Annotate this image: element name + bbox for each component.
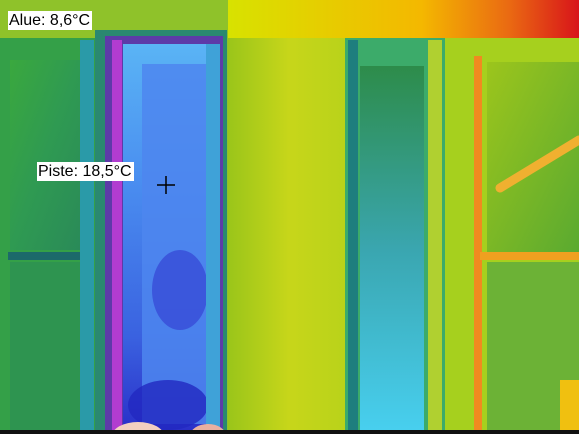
left-window-glass-lower bbox=[10, 262, 80, 434]
door-frame-magenta-edge bbox=[112, 40, 122, 434]
far-right-glass-upper bbox=[487, 62, 579, 252]
far-right-bottom bbox=[560, 380, 579, 434]
left-window-edge bbox=[80, 40, 94, 434]
spot-temperature-label: Piste: 18,5°C bbox=[37, 162, 134, 181]
orange-diagonal-bar bbox=[495, 135, 579, 193]
right-door-glass bbox=[360, 66, 424, 434]
area-temperature-label: Alue: 8,6°C bbox=[8, 11, 93, 30]
orange-stile bbox=[474, 56, 482, 434]
cold-spot-1 bbox=[152, 250, 208, 330]
wall-column bbox=[228, 0, 350, 434]
left-window-glass-upper bbox=[10, 60, 80, 250]
top-hot-zone bbox=[228, 0, 579, 38]
right-door-edge bbox=[428, 40, 442, 434]
door-right-stile bbox=[206, 44, 220, 434]
door-inner-panel bbox=[142, 64, 206, 424]
orange-rail bbox=[480, 252, 579, 260]
right-door-stile bbox=[348, 40, 358, 434]
crosshair-icon bbox=[157, 176, 175, 194]
left-window-mullion bbox=[8, 252, 84, 260]
cold-spot-2 bbox=[128, 380, 208, 430]
image-bottom-edge bbox=[0, 430, 579, 434]
